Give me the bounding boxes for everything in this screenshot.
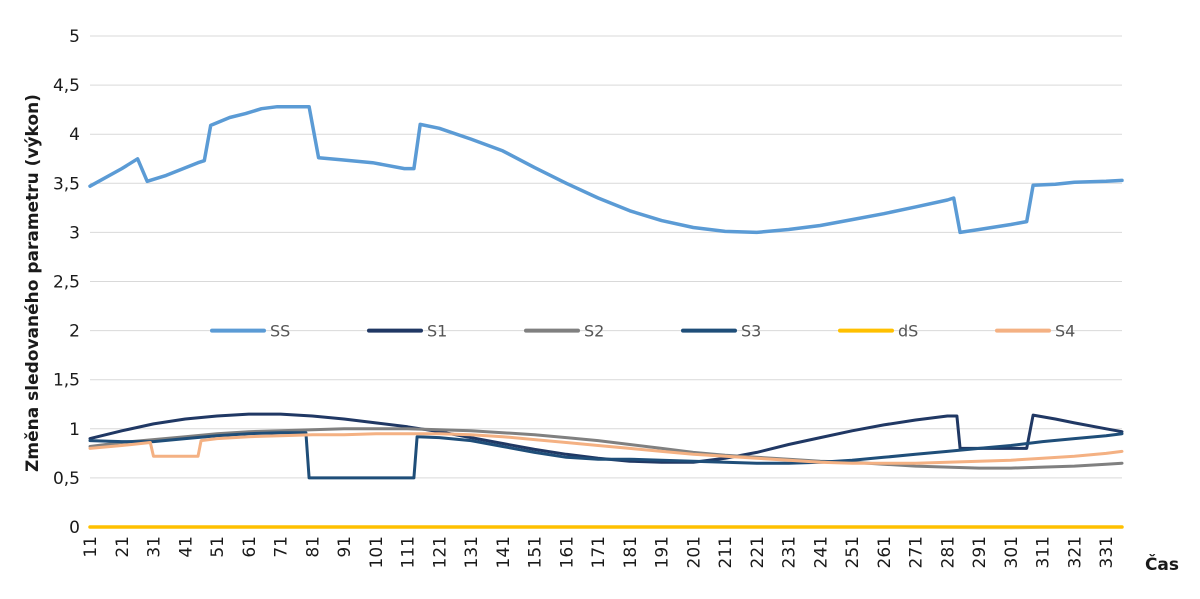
x-axis-ticks: 11 21 31 41 51 61 71 81 91 101 111 121 131 141 151 161 1… xyxy=(81,536,1117,568)
series-line-SS xyxy=(88,104,1124,235)
x-tick-label: 151 xyxy=(526,536,546,568)
x-tick-label: 141 xyxy=(494,536,514,568)
legend-label-SS: SS xyxy=(270,322,290,341)
x-tick-label: 311 xyxy=(1034,536,1054,568)
x-tick-label: 51 xyxy=(208,536,228,558)
x-tick-label: 131 xyxy=(462,536,482,568)
x-tick-label: 271 xyxy=(907,536,927,568)
x-tick-label: 211 xyxy=(716,536,736,568)
x-tick-label: 171 xyxy=(589,536,609,568)
x-tick-label: 121 xyxy=(430,536,450,568)
x-tick-label: 291 xyxy=(970,536,990,568)
x-tick-label: 21 xyxy=(113,536,133,558)
x-tick-label: 181 xyxy=(621,536,641,568)
x-tick-label: 91 xyxy=(335,536,355,558)
legend-label-S3: S3 xyxy=(741,322,761,341)
y-axis-title: Změna sledovaného parametru (výkon) xyxy=(23,94,43,472)
y-tick-label: 3 xyxy=(69,223,80,243)
x-tick-label: 301 xyxy=(1002,536,1022,568)
y-tick-label: 2,5 xyxy=(53,273,80,293)
gridlines xyxy=(90,35,1122,528)
x-tick-label: 81 xyxy=(303,536,323,558)
x-tick-label: 71 xyxy=(272,536,292,558)
x-tick-label: 31 xyxy=(145,536,165,558)
legend-label-S1: S1 xyxy=(427,322,447,341)
y-tick-label: 2 xyxy=(69,322,80,342)
x-tick-label: 11 xyxy=(81,536,101,558)
x-tick-label: 261 xyxy=(875,536,895,568)
y-tick-label: 4,5 xyxy=(53,76,80,96)
series-line-S2 xyxy=(88,427,1124,470)
series-line-S3 xyxy=(88,431,1124,480)
y-tick-label: 0 xyxy=(69,518,80,538)
x-axis-title: Čas xyxy=(1145,553,1179,575)
x-tick-label: 61 xyxy=(240,536,260,558)
x-tick-label: 251 xyxy=(843,536,863,568)
y-tick-label: 1 xyxy=(69,420,80,440)
x-tick-label: 41 xyxy=(176,536,196,558)
legend-label-dS: dS xyxy=(898,322,918,341)
x-tick-label: 101 xyxy=(367,536,387,568)
y-axis-ticks: 0 0,5 1 1,5 2 2,5 3 3,5 4 4,5 5 xyxy=(53,27,80,538)
series-lines xyxy=(88,104,1124,529)
legend-label-S4: S4 xyxy=(1055,322,1075,341)
x-tick-label: 281 xyxy=(938,536,958,568)
x-tick-label: 111 xyxy=(399,536,419,568)
x-tick-label: 161 xyxy=(557,536,577,568)
x-tick-label: 221 xyxy=(748,536,768,568)
y-tick-label: 5 xyxy=(69,27,80,47)
y-tick-label: 4 xyxy=(69,125,80,145)
x-tick-label: 321 xyxy=(1065,536,1085,568)
x-tick-label: 201 xyxy=(684,536,704,568)
legend-label-S2: S2 xyxy=(584,322,604,341)
x-tick-label: 241 xyxy=(811,536,831,568)
x-tick-label: 231 xyxy=(780,536,800,568)
y-tick-label: 3,5 xyxy=(53,174,80,194)
y-tick-label: 0,5 xyxy=(53,469,80,489)
y-tick-label: 1,5 xyxy=(53,371,80,391)
legend: SS S1 S2 S3 dS S4 xyxy=(210,322,1075,341)
x-tick-label: 191 xyxy=(653,536,673,568)
x-tick-label: 331 xyxy=(1097,536,1117,568)
series-line-S4 xyxy=(88,432,1124,465)
